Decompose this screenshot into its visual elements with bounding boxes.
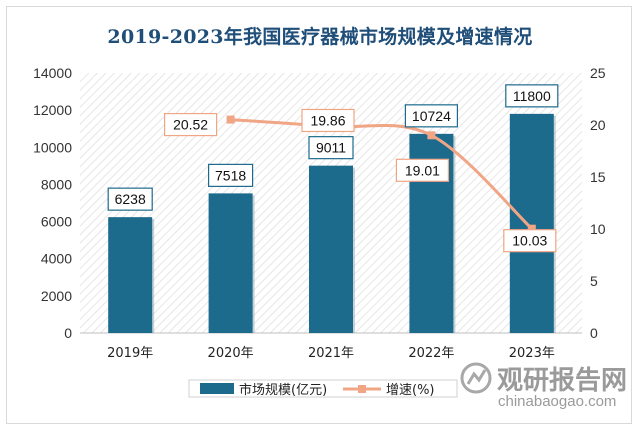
bar-value-label-box <box>404 104 458 128</box>
y-right-tick-label: 5 <box>590 273 598 289</box>
growth-value-label: 19.86 <box>310 112 345 128</box>
y-left-tick-label: 8000 <box>41 176 72 192</box>
y-right-tick-label: 0 <box>590 325 598 341</box>
y-left-tick-label: 10000 <box>33 139 72 155</box>
bar-value-label-box <box>208 163 254 187</box>
growth-value-label-box <box>503 229 557 253</box>
bar-value-label: 11800 <box>513 88 551 104</box>
x-tick-label: 2019年 <box>107 346 153 361</box>
bar <box>509 113 554 333</box>
growth-marker <box>226 115 235 124</box>
y-right-tick-label: 15 <box>590 169 606 185</box>
x-tick-label: 2020年 <box>208 346 254 361</box>
growth-marker <box>427 131 436 140</box>
y-left-tick-label: 0 <box>64 325 72 341</box>
growth-value-label-box <box>301 108 355 133</box>
y-left-tick-label: 6000 <box>41 214 72 230</box>
growth-value-label-box <box>164 112 218 137</box>
chart-title: 2019-2023年我国医疗器械市场规模及增速情况 <box>107 26 533 48</box>
watermark-en: chinabaogao.com <box>498 393 616 410</box>
watermark-cn: 观研报告网 <box>497 365 627 396</box>
growth-marker <box>527 224 536 233</box>
y-left-tick-label: 2000 <box>41 288 72 304</box>
y-right-tick-label: 20 <box>590 117 606 133</box>
legend-bar-label: 市场规模(亿元) <box>239 382 327 398</box>
y-left-tick-label: 12000 <box>33 102 72 118</box>
growth-value-label: 20.52 <box>173 117 208 133</box>
growth-line <box>230 118 533 230</box>
bar-value-label-box <box>505 84 559 108</box>
bar-value-label: 10724 <box>412 108 451 124</box>
watermark-logo-icon <box>460 362 492 394</box>
bar <box>309 165 353 333</box>
growth-value-label: 10.03 <box>512 233 547 249</box>
bar <box>108 217 153 333</box>
x-tick-label: 2021年 <box>308 346 354 361</box>
bar-value-label-box <box>308 136 354 160</box>
legend-bar-swatch <box>200 383 234 394</box>
y-left-tick-label: 4000 <box>41 251 72 267</box>
x-tick-label: 2022年 <box>408 346 454 361</box>
bar <box>208 193 253 333</box>
bar-value-label-box <box>107 187 153 211</box>
bar-value-label: 7518 <box>215 167 246 183</box>
legend-line-label: 增速(%) <box>386 383 435 398</box>
y-right-tick-label: 10 <box>590 221 606 237</box>
growth-value-label: 19.01 <box>405 162 440 178</box>
x-tick-label: 2023年 <box>509 346 555 361</box>
y-left-tick-label: 14000 <box>33 65 72 81</box>
growth-value-label-box <box>395 158 449 182</box>
y-right-tick-label: 25 <box>590 65 606 81</box>
legend-frame <box>188 379 458 398</box>
legend-line-marker <box>358 385 366 393</box>
bar-value-label: 9011 <box>316 140 346 156</box>
bar-value-label: 6238 <box>115 191 146 207</box>
